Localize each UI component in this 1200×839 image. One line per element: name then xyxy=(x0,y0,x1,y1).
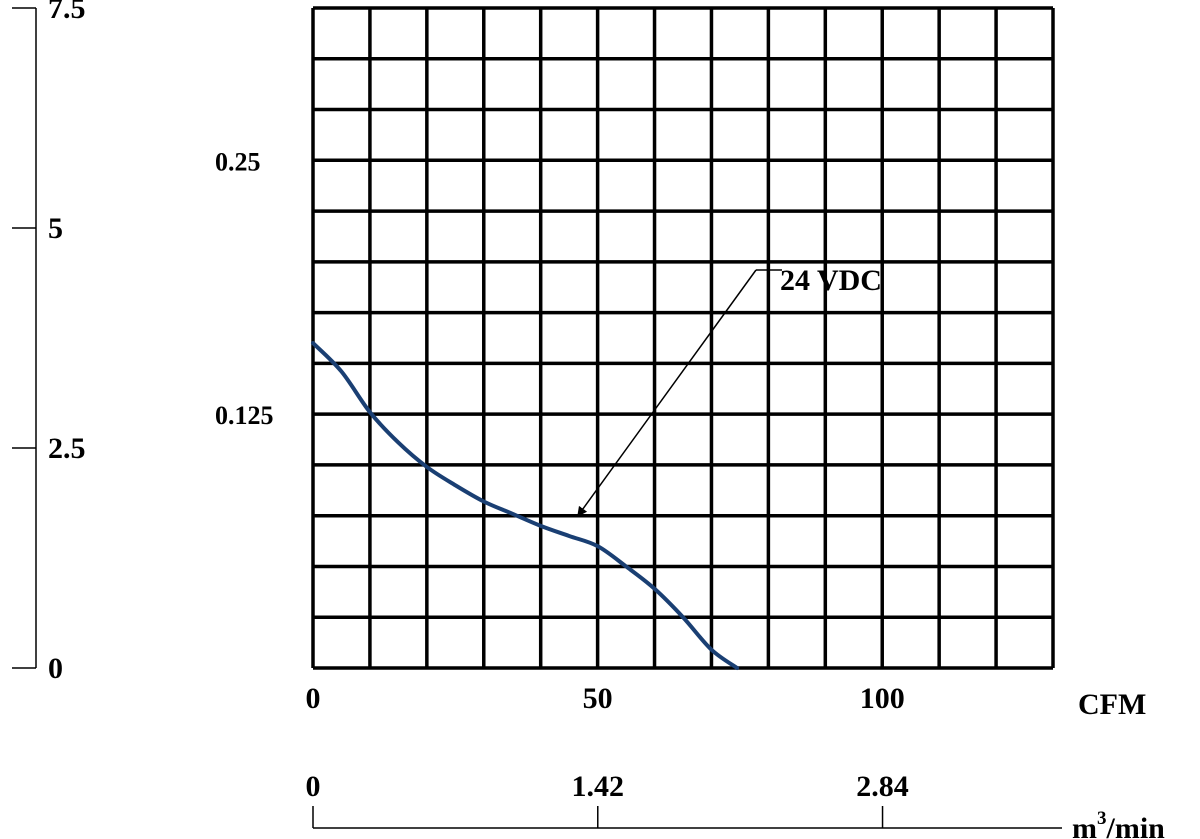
x-tick-label: 0 xyxy=(306,682,321,715)
annotation: 24 VDC xyxy=(577,264,882,517)
x-axis-label: CFM xyxy=(1078,688,1146,721)
y-outer-tick-label: 7.5 xyxy=(48,0,86,25)
y-inner-tick-label: 0.125 xyxy=(215,401,274,430)
x-axis-cfm: 0 50 100 xyxy=(306,682,905,715)
x2-tick-label: 0 xyxy=(306,770,321,803)
y-outer-tick-label: 5 xyxy=(48,212,63,245)
y-outer-tick-label: 2.5 xyxy=(48,432,86,465)
y-outer-tick-label: 0 xyxy=(48,652,63,685)
plot-grid xyxy=(311,6,1055,670)
x-axis-m3min: 0 1.42 2.84 xyxy=(306,770,1062,829)
annotation-arrow xyxy=(577,269,757,517)
series-line-24vdc xyxy=(311,341,740,670)
x2-tick-label: 2.84 xyxy=(856,770,909,803)
y-outer-axis: 0 2.5 5 7.5 xyxy=(12,0,86,685)
y-inner-tick-label: 0.25 xyxy=(215,147,261,176)
y-inner-axis: 0.125 0.25 xyxy=(215,147,274,430)
annotation-label: 24 VDC xyxy=(780,264,882,297)
x-tick-label: 50 xyxy=(583,682,613,715)
x-tick-label: 100 xyxy=(860,682,905,715)
x2-axis-label: m3/min xyxy=(1072,808,1165,839)
x2-tick-label: 1.42 xyxy=(572,770,625,803)
